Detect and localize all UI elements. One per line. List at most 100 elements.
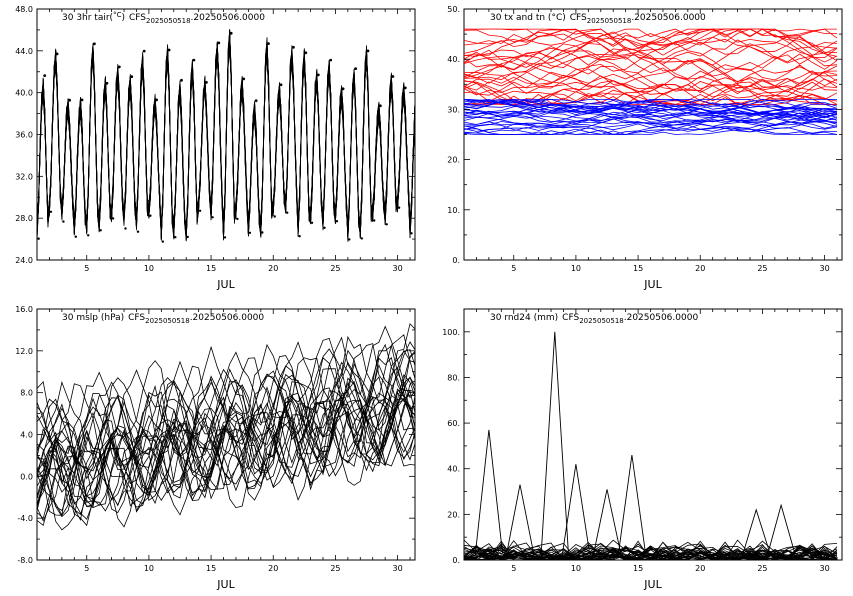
- tair-max-marker: [354, 67, 357, 70]
- title-source: CFS: [570, 13, 587, 23]
- x-tick-label: 30: [819, 264, 829, 273]
- tair-max-marker: [379, 104, 382, 108]
- title-source-tail: .20250506.0000: [631, 13, 706, 23]
- tair-min-marker: [111, 217, 115, 220]
- mslp-member-line: [37, 325, 415, 454]
- x-axis-label: JUL: [216, 578, 235, 591]
- tair-min-marker: [310, 221, 314, 224]
- x-axis-label: JUL: [216, 278, 235, 291]
- y-tick-label: 12.0: [15, 347, 33, 356]
- tair-max-marker: [205, 81, 208, 84]
- x-tick-label: 25: [330, 264, 340, 273]
- mslp-member-line: [37, 341, 415, 480]
- tair-min-marker: [248, 231, 252, 234]
- x-tick-label: 10: [571, 564, 581, 573]
- tair-max-marker: [93, 42, 96, 46]
- title-prefix: 30 3hr tair(: [62, 13, 113, 23]
- mslp-member-line: [37, 376, 415, 508]
- y-tick-label: 24.0: [15, 256, 33, 265]
- x-tick-label: 20: [695, 264, 705, 273]
- tair-max-marker: [366, 49, 370, 53]
- tx-member-line: [464, 28, 838, 62]
- tair-min-marker: [360, 237, 363, 240]
- tair-min-marker: [99, 229, 102, 232]
- tair-min-marker: [49, 210, 53, 213]
- title-source-tail: .20250506.0000: [624, 313, 699, 323]
- mslp-member-line: [37, 374, 415, 508]
- mslp-member-line: [37, 405, 415, 531]
- title-source: CFS: [129, 13, 146, 23]
- y-tick-label: 60.: [447, 419, 460, 428]
- tn-member-line: [464, 98, 838, 113]
- tair-max-marker: [68, 98, 71, 102]
- x-tick-label: 5: [84, 264, 89, 273]
- tn-member-line: [464, 109, 838, 126]
- title-prefix: 30 mslp (: [62, 313, 104, 323]
- x-tick-label: 20: [268, 264, 278, 273]
- mslp-member-line: [37, 396, 415, 517]
- tair-max-marker: [267, 42, 270, 45]
- x-tick-label: 20: [695, 564, 705, 573]
- tn-member-line: [464, 126, 838, 135]
- tx-member-line: [464, 43, 838, 72]
- tair-min-marker: [62, 220, 65, 223]
- rnd24-peak-line: [474, 429, 503, 556]
- y-tick-label: 36.0: [15, 131, 33, 140]
- tx-member-line: [464, 36, 838, 79]
- tx-member-line: [464, 28, 838, 56]
- mslp-member-line: [37, 349, 415, 473]
- series-group: [37, 323, 415, 531]
- tn-member-line: [464, 98, 838, 116]
- tair-max-marker: [316, 73, 320, 77]
- y-tick-label: 48.0: [15, 5, 33, 14]
- title-close: ): [121, 13, 125, 23]
- title-source-sub: 2025050518: [587, 17, 632, 25]
- x-tick-label: 15: [633, 264, 643, 273]
- chart-title: 30 3hr tair(°C) CFS2025050518.20250506.00…: [62, 11, 265, 25]
- y-tick-label: 28.0: [15, 214, 33, 223]
- title-unit: hPa: [104, 313, 120, 323]
- tair-max-marker: [304, 51, 308, 55]
- tick-group: 5 10 15 20 25 30 24.0 28.0 32.0 36.0 40.0 44.0 48.0: [15, 5, 415, 273]
- tx-member-line: [464, 28, 838, 68]
- y-tick-label: 50.: [447, 5, 460, 14]
- x-tick-label: 25: [330, 564, 340, 573]
- tn-member-line: [464, 99, 838, 112]
- tair-max-marker: [229, 31, 233, 35]
- tair-max-marker: [329, 58, 333, 62]
- mslp-member-line: [37, 380, 415, 520]
- panel-tx-tn: 5 10 15 20 25 30 0. 10. 20. 30. 40. 50. 30 tx and t…: [447, 5, 843, 291]
- tx-member-line: [464, 35, 838, 78]
- tair-max-marker: [80, 98, 84, 102]
- tx-member-line: [464, 37, 838, 67]
- tair-min-marker: [149, 214, 152, 217]
- tn-member-line: [464, 99, 838, 121]
- series-group: [464, 28, 838, 135]
- rnd24-peak-line: [505, 484, 535, 556]
- tair-min-marker: [348, 238, 351, 241]
- x-tick-label: 25: [757, 564, 767, 573]
- tair-min-marker: [174, 236, 177, 239]
- panel-3hr-tair: 5 10 15 20 25 3024.028.032.036.040.044.048.0 …: [15, 5, 416, 291]
- tn-member-line: [464, 98, 838, 110]
- title-source: CFS: [562, 313, 579, 323]
- tair-min-marker: [161, 240, 164, 243]
- tn-member-line: [464, 98, 838, 124]
- tair-max-marker: [167, 48, 171, 52]
- tair-min-marker: [397, 206, 401, 209]
- rnd24-peak-line: [561, 464, 591, 556]
- x-tick-label: 10: [571, 264, 581, 273]
- title-unit: °C: [113, 11, 122, 19]
- y-tick-label: 40.: [447, 55, 460, 64]
- mslp-member-line: [37, 393, 415, 522]
- tair-min-marker: [410, 232, 413, 235]
- title-source-sub: 2025050518: [146, 17, 191, 25]
- tn-member-line: [464, 108, 838, 131]
- y-tick-label: 0.: [452, 256, 460, 265]
- tair-member-line: [37, 31, 415, 237]
- tair-min-marker: [385, 223, 388, 226]
- title-source-tail: .20250506.0000: [191, 13, 266, 23]
- x-tick-label: 10: [144, 564, 154, 573]
- tx-member-line: [464, 56, 838, 81]
